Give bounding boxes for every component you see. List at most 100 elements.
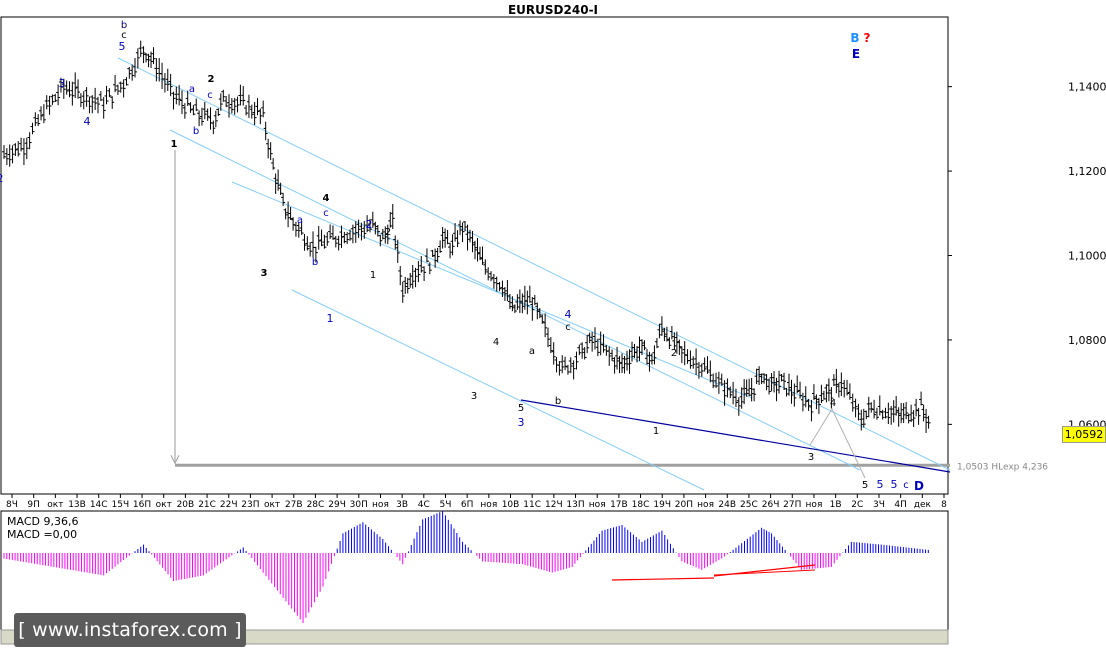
x-tick-label: 22Ч: [220, 500, 238, 510]
x-tick-label: 29Ч: [328, 500, 346, 510]
x-tick-label: 5Ч: [440, 500, 452, 510]
wave-label: c: [565, 322, 571, 333]
x-tick-label: 4П: [894, 500, 907, 510]
wave-label: 2: [208, 74, 215, 85]
wave-label: 5: [891, 478, 898, 491]
wave-label: ?: [864, 31, 871, 45]
x-tick-label: 11С: [523, 500, 541, 510]
x-tick-label: 10В: [502, 500, 520, 510]
x-tick-label: 13П: [566, 500, 584, 510]
wave-label: 5: [119, 40, 126, 53]
x-tick-label: ноя: [480, 500, 497, 510]
wave-label: 2: [671, 348, 677, 359]
projection-arrow-icon: [170, 455, 180, 465]
x-tick-label: ноя: [589, 500, 606, 510]
watermark-logo[interactable]: [ www.instaforex.com ]: [14, 613, 246, 647]
wave-label: 5: [877, 478, 884, 491]
x-tick-label: 2С: [851, 500, 863, 510]
x-tick-label: 24В: [718, 500, 736, 510]
channel-line: [291, 289, 705, 491]
y-tick-label: 1,0800: [1068, 334, 1106, 347]
macd-value-label: MACD =0,00: [7, 528, 78, 541]
channel-line: [117, 57, 951, 471]
wave-label: 1: [171, 139, 178, 150]
wave-label: c: [207, 90, 213, 101]
x-tick-label: 16П: [133, 500, 151, 510]
wave-label: D: [914, 479, 924, 493]
y-tick-label: 1,1400: [1068, 81, 1106, 94]
x-tick-label: 3Ч: [873, 500, 885, 510]
y-tick-label: 1,1000: [1068, 250, 1106, 263]
x-tick-label: 19Ч: [653, 500, 671, 510]
x-tick-label: 8Ч: [6, 500, 18, 510]
x-tick-label: 8: [941, 500, 947, 510]
wave-label: 3: [808, 452, 814, 463]
channel-line: [231, 181, 753, 399]
x-tick-label: 4С: [418, 500, 430, 510]
wave-label: 2: [366, 218, 373, 231]
x-tick-label: 27В: [285, 500, 303, 510]
x-tick-label: ноя: [806, 500, 823, 510]
wave-label: 1: [327, 312, 334, 325]
wave-label: 4: [565, 308, 572, 321]
x-tick-label: окт: [47, 500, 63, 510]
wave-label: 2: [385, 227, 391, 238]
wave-label: B: [850, 31, 859, 45]
x-tick-label: 30П: [350, 500, 368, 510]
x-tick-label: 14С: [90, 500, 108, 510]
y-tick-label: 1,1200: [1068, 165, 1106, 178]
wave-label: a: [189, 84, 195, 95]
wave-label: a: [529, 346, 535, 357]
wave-label: 3: [59, 77, 66, 90]
x-tick-label: окт: [264, 500, 280, 510]
wave-label: 3: [518, 416, 525, 429]
x-tick-label: 15Ч: [112, 500, 130, 510]
x-tick-label: ноя: [372, 500, 389, 510]
x-tick-label: 1В: [830, 500, 842, 510]
x-tick-label: 23П: [241, 500, 259, 510]
x-tick-label: ноя: [697, 500, 714, 510]
x-tick-label: 21С: [198, 500, 216, 510]
wave-label: 4: [323, 193, 330, 204]
x-tick-label: дек: [914, 500, 932, 510]
macd-divergence-line: [713, 569, 816, 576]
target-level-label: 1,0503 НLexp 4,236: [957, 462, 1048, 472]
chart-title: EURUSD240-I: [507, 3, 599, 17]
x-tick-label: 9П: [27, 500, 40, 510]
macd-divergence-line: [611, 577, 715, 581]
wave-label: b: [555, 396, 561, 407]
wave-trendline: [520, 399, 951, 473]
macd-label: MACD 9,36,6: [7, 515, 79, 528]
wave-label: 3: [261, 268, 268, 279]
wave-label: a: [297, 215, 303, 226]
wave-label: 5: [518, 403, 524, 414]
wave-label: E: [852, 47, 860, 61]
wave-projection: [809, 407, 866, 479]
x-tick-label: 20П: [675, 500, 693, 510]
wave-label: b: [312, 257, 318, 268]
wave-label: 4: [84, 115, 91, 128]
price-plot-frame: [0, 16, 949, 495]
wave-label: 5: [862, 480, 868, 491]
wave-label: 4: [830, 398, 836, 409]
wave-label: 4: [493, 337, 499, 348]
x-tick-label: 6П: [461, 500, 474, 510]
x-tick-label: 26Ч: [762, 500, 780, 510]
x-tick-label: 17В: [610, 500, 628, 510]
wave-label: c: [121, 30, 127, 41]
x-tick-label: 18С: [632, 500, 650, 510]
x-tick-label: 25С: [740, 500, 758, 510]
wave-label: b: [193, 126, 199, 137]
wave-label: 1: [370, 270, 376, 281]
x-tick-label: 3В: [396, 500, 408, 510]
wave-label: 3: [471, 391, 477, 402]
x-tick-label: 20В: [177, 500, 195, 510]
x-tick-label: окт: [156, 500, 172, 510]
wave-label: b: [121, 20, 127, 31]
x-tick-label: 28С: [307, 500, 325, 510]
wave-label: 2: [0, 172, 4, 185]
x-tick-label: 13В: [68, 500, 86, 510]
x-tick-label: 12Ч: [545, 500, 563, 510]
